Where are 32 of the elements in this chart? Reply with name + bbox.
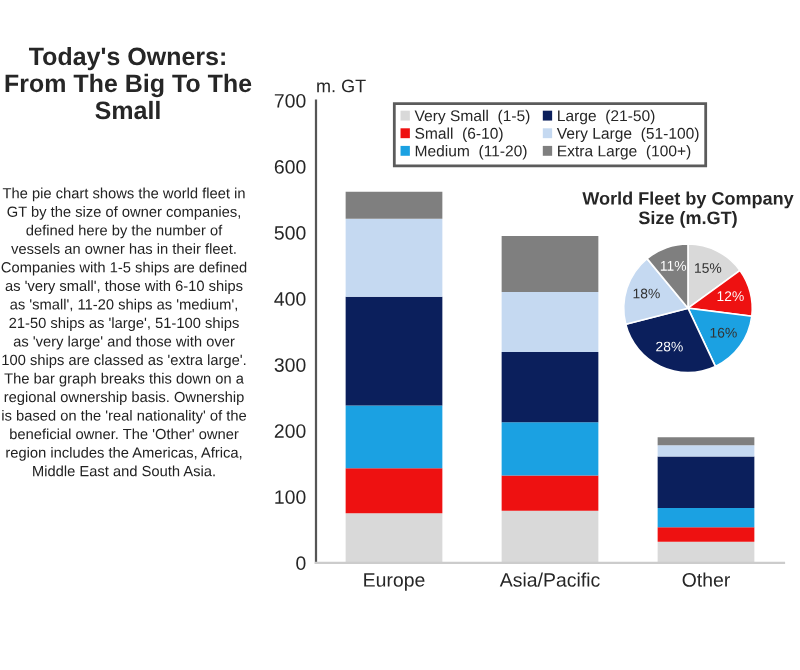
bar xyxy=(501,422,599,476)
bar xyxy=(501,475,599,511)
bar xyxy=(345,296,443,406)
bar xyxy=(657,456,755,508)
chart-title: World Fleet by Company Size (m.GT) xyxy=(582,191,794,228)
bar xyxy=(345,513,443,563)
y-tick-label: 200 xyxy=(274,424,306,438)
bar xyxy=(345,191,443,219)
bar xyxy=(657,527,755,542)
bar xyxy=(657,445,755,457)
bar xyxy=(657,437,755,446)
y-tick-label: 400 xyxy=(274,292,306,306)
text: Today's Owners: From The Big To The Small xyxy=(5,46,252,120)
bar xyxy=(501,352,599,423)
y-tick-label: 700 xyxy=(274,93,306,108)
bar xyxy=(345,405,443,469)
x-tick-label: Other xyxy=(682,572,730,587)
bar xyxy=(345,218,443,297)
bar xyxy=(501,510,599,563)
x-tick-label: Asia/Pacific xyxy=(499,572,600,587)
x-tick-label: Europe xyxy=(364,573,425,591)
y-tick-label: 0 xyxy=(296,556,306,571)
bar xyxy=(657,507,755,528)
bar xyxy=(657,541,755,563)
y-tick-label: 300 xyxy=(274,358,306,372)
y-tick-label: 500 xyxy=(274,226,306,240)
bar xyxy=(501,292,599,353)
y-tick-label: 100 xyxy=(275,490,306,504)
bar xyxy=(345,468,443,514)
y-axis-title: m. GT xyxy=(317,79,366,93)
bar xyxy=(501,235,599,293)
y-tick-label: 600 xyxy=(274,160,306,174)
